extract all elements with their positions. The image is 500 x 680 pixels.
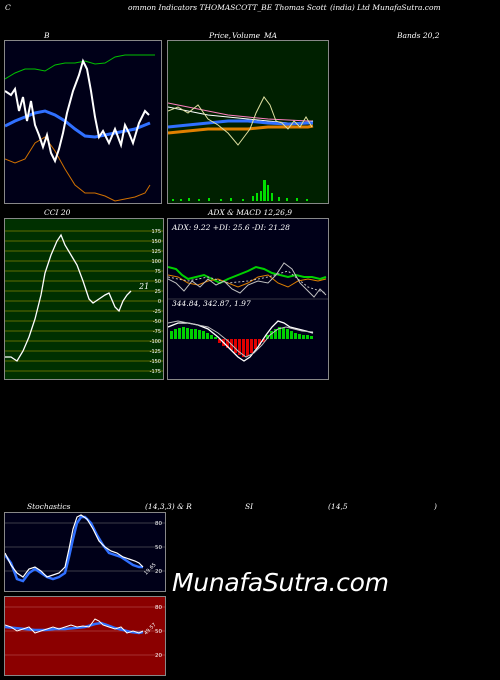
cci-tick: -100 (150, 339, 161, 345)
minus-di-line (168, 262, 327, 298)
cci-tick-labels: 175 150 125 100 75 50 25 0 -25 -50 -75 -… (150, 229, 161, 375)
bollinger-lower-band (5, 136, 151, 202)
cci-tick: 150 (151, 239, 161, 245)
ma-label: MA (264, 31, 278, 40)
stochastics-panel: 80 50 20 19.65 (4, 512, 166, 592)
stoch-tick-50: 50 (155, 545, 162, 551)
rsi-tick-50: 50 (155, 629, 162, 635)
stoch-d-line (5, 515, 143, 583)
adx-values: ADX: 9.22 +DI: 25.6 -DI: 21.28 (172, 223, 290, 232)
header-left: C (5, 3, 11, 12)
stoch-k-line (5, 514, 144, 578)
ma-thin-line (168, 96, 313, 146)
ma-blue-line (168, 119, 313, 129)
cci-tick: -125 (150, 349, 161, 355)
rsi-tick-20: 20 (155, 653, 162, 659)
bollinger-chart (5, 54, 155, 202)
cci-tick: 100 (151, 259, 161, 265)
rsi-title-params: (14,5 (328, 502, 348, 511)
adx-macd-panel: ADX: 9.22 +DI: 25.6 -DI: 21.28 344.84, 3… (167, 218, 329, 380)
rsi-title-close: ) (434, 502, 437, 511)
cci-title: CCI 20 (44, 208, 71, 217)
cci-tick: -25 (153, 309, 161, 315)
macd-signal-line (168, 320, 314, 358)
cci-tick: -175 (150, 369, 161, 375)
adx-line (168, 265, 327, 285)
bollinger-panel (4, 40, 162, 204)
volume-bars (172, 180, 308, 201)
bollinger-price-line (5, 58, 150, 164)
header-title: ommon Indicators THOMASCOTT_BE Thomas Sc… (128, 3, 327, 12)
ma-orange-line (168, 124, 314, 135)
cci-tick: -75 (153, 329, 161, 335)
macd-histogram (170, 327, 313, 357)
adx-macd-title: ADX & MACD 12,26,9 (208, 208, 293, 217)
cci-tick: 75 (155, 269, 161, 275)
rsi-title-si: SI (245, 502, 254, 511)
volume-label: Volume (232, 31, 261, 40)
cci-tick: 25 (155, 289, 161, 295)
rsi-tick-labels: 80 50 20 (155, 605, 162, 659)
cci-panel: 175 150 125 100 75 50 25 0 -25 -50 -75 -… (4, 218, 164, 380)
adx-macd-chart (168, 262, 328, 362)
plus-di-line (168, 274, 327, 288)
stoch-tick-labels: 80 50 20 (155, 521, 162, 575)
cci-tick: 125 (151, 249, 161, 255)
rsi-gridlines (5, 606, 165, 656)
header-right: (india) Ltd MunafaSutra.com (330, 3, 441, 12)
bollinger-label: B (44, 31, 50, 40)
cci-tick: 175 (151, 229, 161, 235)
cci-tick: -50 (153, 319, 161, 325)
stoch-title-mid: (14,3,3) & R (145, 502, 192, 511)
macd-values: 344.84, 342.87, 1.97 (172, 299, 251, 308)
minus-di-dotted (168, 270, 327, 294)
bollinger-middle-band (5, 109, 151, 139)
rsi-chart: 80 50 20 49.57 (5, 605, 165, 659)
price-volume-panel (167, 40, 329, 204)
rsi-panel: 80 50 20 49.57 (4, 596, 166, 676)
stoch-tick-20: 20 (155, 569, 162, 575)
ma-pink-line (168, 102, 313, 122)
bollinger-upper-band (5, 54, 155, 80)
rsi-line (5, 618, 144, 634)
cci-tick: 50 (155, 279, 161, 285)
watermark-text: MunafaSutra.com (172, 568, 389, 597)
stochastics-chart: 80 50 20 19.65 (5, 514, 165, 583)
stoch-tick-80: 80 (155, 521, 162, 527)
cci-line (5, 233, 132, 362)
bollinger-bands-label: Bands 20,2 (397, 31, 440, 40)
price-label: Price, (209, 31, 232, 40)
cci-tick: -150 (150, 359, 161, 365)
price-volume-chart (168, 96, 314, 201)
cci-chart: 175 150 125 100 75 50 25 0 -25 -50 -75 -… (5, 229, 163, 375)
rsi-tick-80: 80 (155, 605, 162, 611)
cci-tick: 0 (158, 299, 161, 305)
stoch-title-left: Stochastics (27, 502, 71, 511)
cci-current-value: 21 (138, 282, 149, 291)
cci-gridlines (5, 230, 163, 372)
stoch-gridlines (5, 522, 165, 572)
